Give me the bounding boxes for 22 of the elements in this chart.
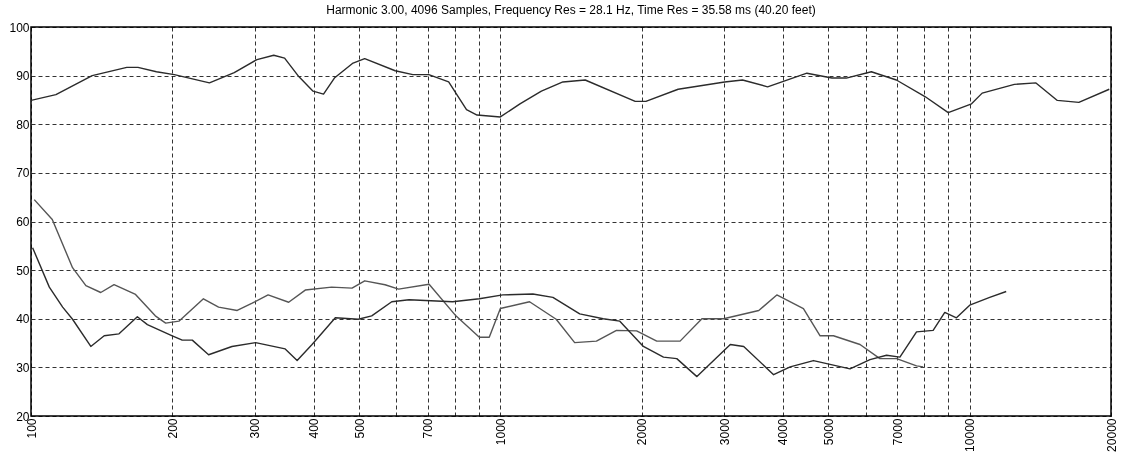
x-tick-label: 20000 [1104,418,1119,452]
x-tick-label: 700 [421,418,436,439]
x-tick-label: 200 [165,418,180,439]
x-tick-label: 400 [307,418,322,439]
y-tick-label: 80 [16,117,30,132]
x-tick-label: 7000 [890,418,905,446]
y-tick-label: 70 [16,166,30,181]
x-tick-label: 3000 [717,418,732,446]
x-tick-label: 1000 [493,418,508,446]
x-tick-label: 10000 [963,418,978,452]
chart-title: Harmonic 3.00, 4096 Samples, Frequency Res = 28.1 Hz, Time Res = 35.58 ms (40.20 feet) [326,3,816,17]
x-tick-label: 4000 [776,418,791,446]
y-tick-label: 30 [16,360,30,375]
y-tick-label: 100 [9,20,30,35]
x-tick-label: 300 [248,418,263,439]
y-tick-label: 40 [16,312,30,327]
y-tick-label: 50 [16,263,30,278]
y-tick-label: 90 [16,69,30,84]
x-tick-label: 5000 [821,418,836,446]
x-tick-label: 2000 [635,418,650,446]
y-tick-label: 60 [16,215,30,229]
x-tick-label: 500 [352,418,367,439]
